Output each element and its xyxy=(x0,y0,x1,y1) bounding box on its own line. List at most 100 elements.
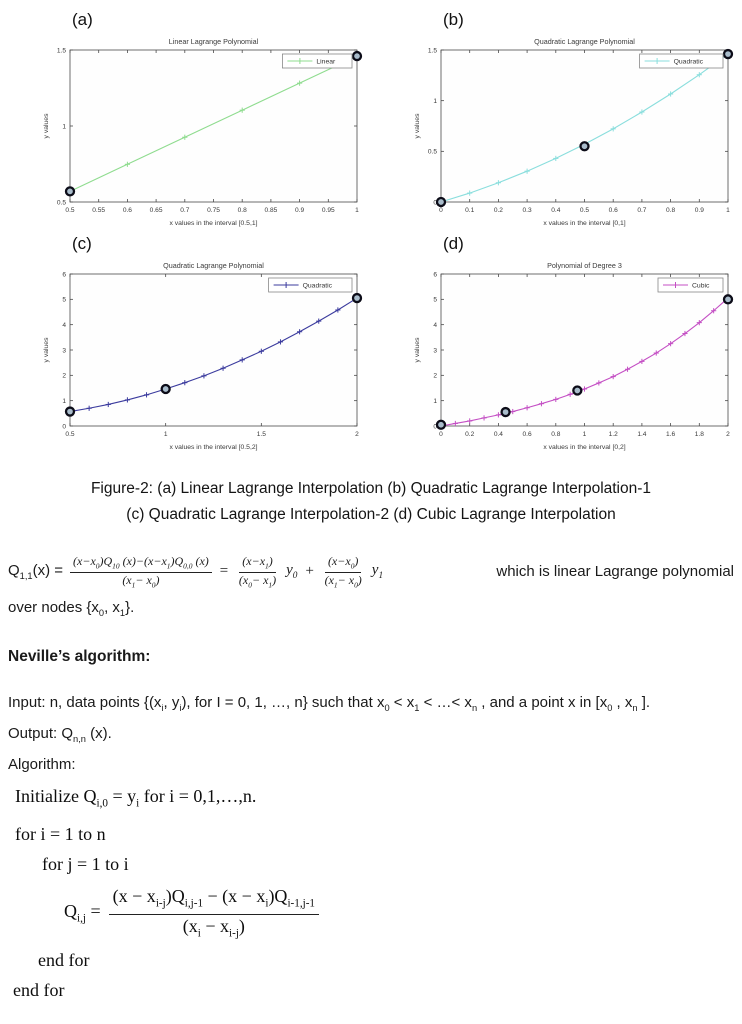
svg-text:1.2: 1.2 xyxy=(609,431,618,438)
svg-text:1.4: 1.4 xyxy=(637,431,646,438)
svg-text:1: 1 xyxy=(62,398,66,405)
output-line: Output: Qn,n (x). xyxy=(8,725,112,745)
equation-fraction-2: (x−x1) (x0− x1) xyxy=(238,554,277,590)
input-line: Input: n, data points {(xi, yi), for I =… xyxy=(8,694,651,714)
svg-text:0: 0 xyxy=(439,207,443,214)
svg-text:0.7: 0.7 xyxy=(180,207,189,214)
chart-panel-d: (d) 0 0.2 0.4 0.6 0.8 1 1.2 1.4 1.6 1.8 2 0 1 2 3 4 5 6 Po… xyxy=(371,232,742,456)
chart-quadratic-lagrange-2: 0.5 1 1.5 2 0 1 2 3 4 5 6 Quadratic Lagrange Polyno… xyxy=(40,258,371,456)
figure-caption-line2: (c) Quadratic Lagrange Interpolation-2 (… xyxy=(126,506,616,523)
svg-text:6: 6 xyxy=(433,271,437,278)
chart-svg: 0.5 1 1.5 2 0 1 2 3 4 5 6 Quadratic Lagrange Polyno… xyxy=(40,258,364,456)
algorithm-label: Algorithm: xyxy=(8,756,76,774)
svg-text:Linear: Linear xyxy=(316,59,336,66)
svg-text:1: 1 xyxy=(355,207,359,214)
svg-text:x values in the interval [0,1]: x values in the interval [0,1] xyxy=(543,220,625,227)
io-block: Input: n, data points {(xi, yi), for I =… xyxy=(8,690,734,777)
svg-text:1: 1 xyxy=(433,398,437,405)
svg-text:4: 4 xyxy=(62,322,66,329)
svg-text:0: 0 xyxy=(62,423,66,430)
svg-text:0.75: 0.75 xyxy=(207,207,220,214)
chart-svg: 0 0.1 0.2 0.3 0.4 0.5 0.6 0.7 0.8 0.9 1 0 0.5 1 1.5 Qua… xyxy=(411,34,735,232)
svg-text:0.5: 0.5 xyxy=(57,199,66,206)
figure-caption-line1: Figure-2: (a) Linear Lagrange Interpolat… xyxy=(90,480,652,497)
chart-cubic-lagrange: 0 0.2 0.4 0.6 0.8 1 1.2 1.4 1.6 1.8 2 0 1 2 3 4 5 6 Polyno… xyxy=(411,258,742,456)
svg-text:y values: y values xyxy=(414,113,421,139)
svg-text:x values in the interval [0.5,: x values in the interval [0.5,1] xyxy=(169,220,257,227)
pseudo-end-for-inner: end for xyxy=(38,950,90,971)
chart-panel-a: (a) 0.5 0.55 0.6 0.65 0.7 0.75 0.8 0.85 0.9 0.95 1… xyxy=(0,8,371,232)
pseudo-for-i: for i = 1 to n xyxy=(15,823,106,844)
svg-text:0.8: 0.8 xyxy=(551,431,560,438)
svg-text:Quadratic: Quadratic xyxy=(674,59,704,66)
pseudocode-block: Initialize Qi,0 = yi for i = 0,1,…,n. fo… xyxy=(8,781,734,1005)
svg-text:0: 0 xyxy=(439,431,443,438)
svg-text:0.3: 0.3 xyxy=(523,207,532,214)
svg-text:Quadratic: Quadratic xyxy=(303,283,333,290)
svg-text:1: 1 xyxy=(62,123,66,130)
svg-text:1: 1 xyxy=(164,431,168,438)
svg-text:0.5: 0.5 xyxy=(65,431,74,438)
svg-text:Quadratic Lagrange Polynomial: Quadratic Lagrange Polynomial xyxy=(534,37,635,46)
equation-equals: = xyxy=(218,563,229,580)
pseudo-formula-fraction: (x − xi-j)Qi,j-1 − (x − xi)Qi-1,j-1 (xi … xyxy=(108,885,320,941)
svg-text:0.85: 0.85 xyxy=(264,207,277,214)
svg-text:y values: y values xyxy=(43,337,50,363)
svg-text:y values: y values xyxy=(414,337,421,363)
svg-text:5: 5 xyxy=(433,297,437,304)
pseudo-end-for-outer: end for xyxy=(13,980,65,1001)
svg-text:Quadratic Lagrange Polynomial: Quadratic Lagrange Polynomial xyxy=(163,261,264,270)
neville-algorithm-heading: Neville’s algorithm: xyxy=(8,648,151,666)
svg-text:Cubic: Cubic xyxy=(692,283,710,290)
equation-line1: Q1,1(x) = (x−x0)Q10 (x)−(x−x1)Q0,0 (x) (… xyxy=(8,554,734,589)
svg-text:0.5: 0.5 xyxy=(65,207,74,214)
svg-text:Linear Lagrange Polynomial: Linear Lagrange Polynomial xyxy=(169,37,259,46)
svg-text:2: 2 xyxy=(726,431,730,438)
svg-text:4: 4 xyxy=(433,322,437,329)
figure-grid: (a) 0.5 0.55 0.6 0.65 0.7 0.75 0.8 0.85 0.9 0.95 1… xyxy=(0,0,742,456)
svg-text:y values: y values xyxy=(43,113,50,139)
svg-text:0.55: 0.55 xyxy=(92,207,105,214)
svg-text:1: 1 xyxy=(583,431,587,438)
svg-text:5: 5 xyxy=(62,297,66,304)
svg-text:0.95: 0.95 xyxy=(322,207,335,214)
svg-text:1: 1 xyxy=(726,207,730,214)
chart-panel-c: (c) 0.5 1 1.5 2 0 1 2 3 4 5 6 Quadratic Lagrange Po… xyxy=(0,232,371,456)
svg-text:2: 2 xyxy=(355,431,359,438)
chart-svg: 0 0.2 0.4 0.6 0.8 1 1.2 1.4 1.6 1.8 2 0 1 2 3 4 5 6 Polyno… xyxy=(411,258,735,456)
pseudo-recurrence-formula: Qi,j = (x − xi-j)Qi,j-1 − (x − xi)Qi-1,j… xyxy=(64,885,734,941)
svg-text:Polynomial of Degree 3: Polynomial of Degree 3 xyxy=(547,261,622,270)
equation-lhs: Q1,1(x) = xyxy=(8,562,64,582)
svg-text:0.5: 0.5 xyxy=(580,207,589,214)
equation-line2: over nodes {x0, x1}. xyxy=(8,599,135,619)
pseudo-initialize: Initialize Qi,0 = yi for i = 0,1,…,n. xyxy=(15,786,257,810)
equation-y0: y0 xyxy=(286,562,298,582)
equation-fraction-3: (x−x0) (x1− x0) xyxy=(324,554,362,590)
svg-text:0.65: 0.65 xyxy=(150,207,163,214)
svg-text:0.4: 0.4 xyxy=(494,431,503,438)
svg-text:2: 2 xyxy=(433,373,437,380)
equation-q11: Q1,1(x) = (x−x0)Q10 (x)−(x−x1)Q0,0 (x) (… xyxy=(8,554,734,618)
equation-y1: y1 xyxy=(371,562,384,582)
svg-text:0.2: 0.2 xyxy=(494,207,503,214)
panel-label-c: (c) xyxy=(72,234,92,253)
svg-text:3: 3 xyxy=(433,347,437,354)
svg-text:0.4: 0.4 xyxy=(551,207,560,214)
svg-text:0.8: 0.8 xyxy=(238,207,247,214)
pseudo-for-j: for j = 1 to i xyxy=(42,853,129,874)
svg-text:0.9: 0.9 xyxy=(695,207,704,214)
svg-text:3: 3 xyxy=(62,347,66,354)
svg-text:0.1: 0.1 xyxy=(465,207,474,214)
svg-text:0: 0 xyxy=(433,423,437,430)
svg-text:0.6: 0.6 xyxy=(609,207,618,214)
svg-text:0.6: 0.6 xyxy=(123,207,132,214)
svg-text:2: 2 xyxy=(62,373,66,380)
chart-svg: 0.5 0.55 0.6 0.65 0.7 0.75 0.8 0.85 0.9 0.95 1 0.5 1… xyxy=(40,34,364,232)
equation-tail-text: which is linear Lagrange polynomial xyxy=(496,563,734,581)
chart-quadratic-lagrange-1: 0 0.1 0.2 0.3 0.4 0.5 0.6 0.7 0.8 0.9 1 0 0.5 1 1.5 Qua… xyxy=(411,34,742,232)
svg-text:0.5: 0.5 xyxy=(428,149,437,156)
svg-text:1.5: 1.5 xyxy=(257,431,266,438)
svg-text:0.7: 0.7 xyxy=(637,207,646,214)
svg-text:1: 1 xyxy=(433,98,437,105)
